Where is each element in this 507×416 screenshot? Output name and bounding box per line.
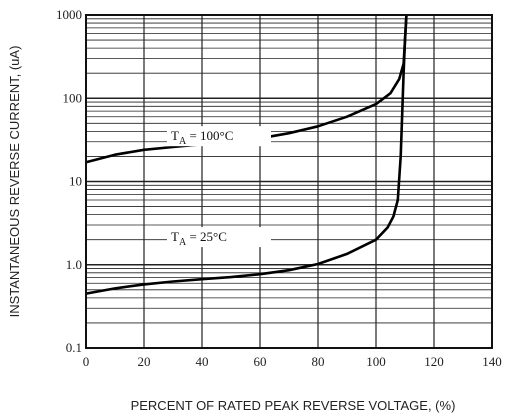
series-label: TA = 25°C [171, 229, 227, 248]
x-tick-label: 0 [83, 354, 90, 369]
tick-labels: 0 20 40 60 80 100 120 140 0.1 1.0 10 100 1000 [56, 7, 502, 369]
y-tick-label: 1000 [56, 7, 82, 22]
series-labels: TA = 100°C TA = 25°C [167, 126, 271, 248]
y-tick-label: 0.1 [66, 340, 82, 355]
series-line-1 [85, 14, 408, 295]
x-tick-label: 80 [312, 354, 325, 369]
curves [85, 14, 408, 295]
x-tick-label: 20 [138, 354, 151, 369]
grid [85, 15, 493, 349]
x-tick-label: 40 [196, 354, 209, 369]
x-tick-label: 140 [482, 354, 502, 369]
series-label-bg [167, 227, 271, 248]
y-axis-title: INSTANTANEOUS REVERSE CURRENT, (uA) [7, 46, 22, 318]
y-tick-label: 100 [63, 90, 83, 105]
plot-frame [85, 14, 493, 349]
x-tick-label: 60 [254, 354, 267, 369]
series-line-0 [85, 14, 408, 164]
x-axis-title: PERCENT OF RATED PEAK REVERSE VOLTAGE, (… [131, 398, 456, 413]
series-label-bg [167, 126, 271, 147]
x-tick-label: 120 [424, 354, 444, 369]
y-tick-label: 10 [69, 174, 82, 189]
y-tick-label: 1.0 [66, 257, 82, 272]
series-label: TA = 100°C [171, 128, 233, 147]
x-tick-label: 100 [366, 354, 386, 369]
